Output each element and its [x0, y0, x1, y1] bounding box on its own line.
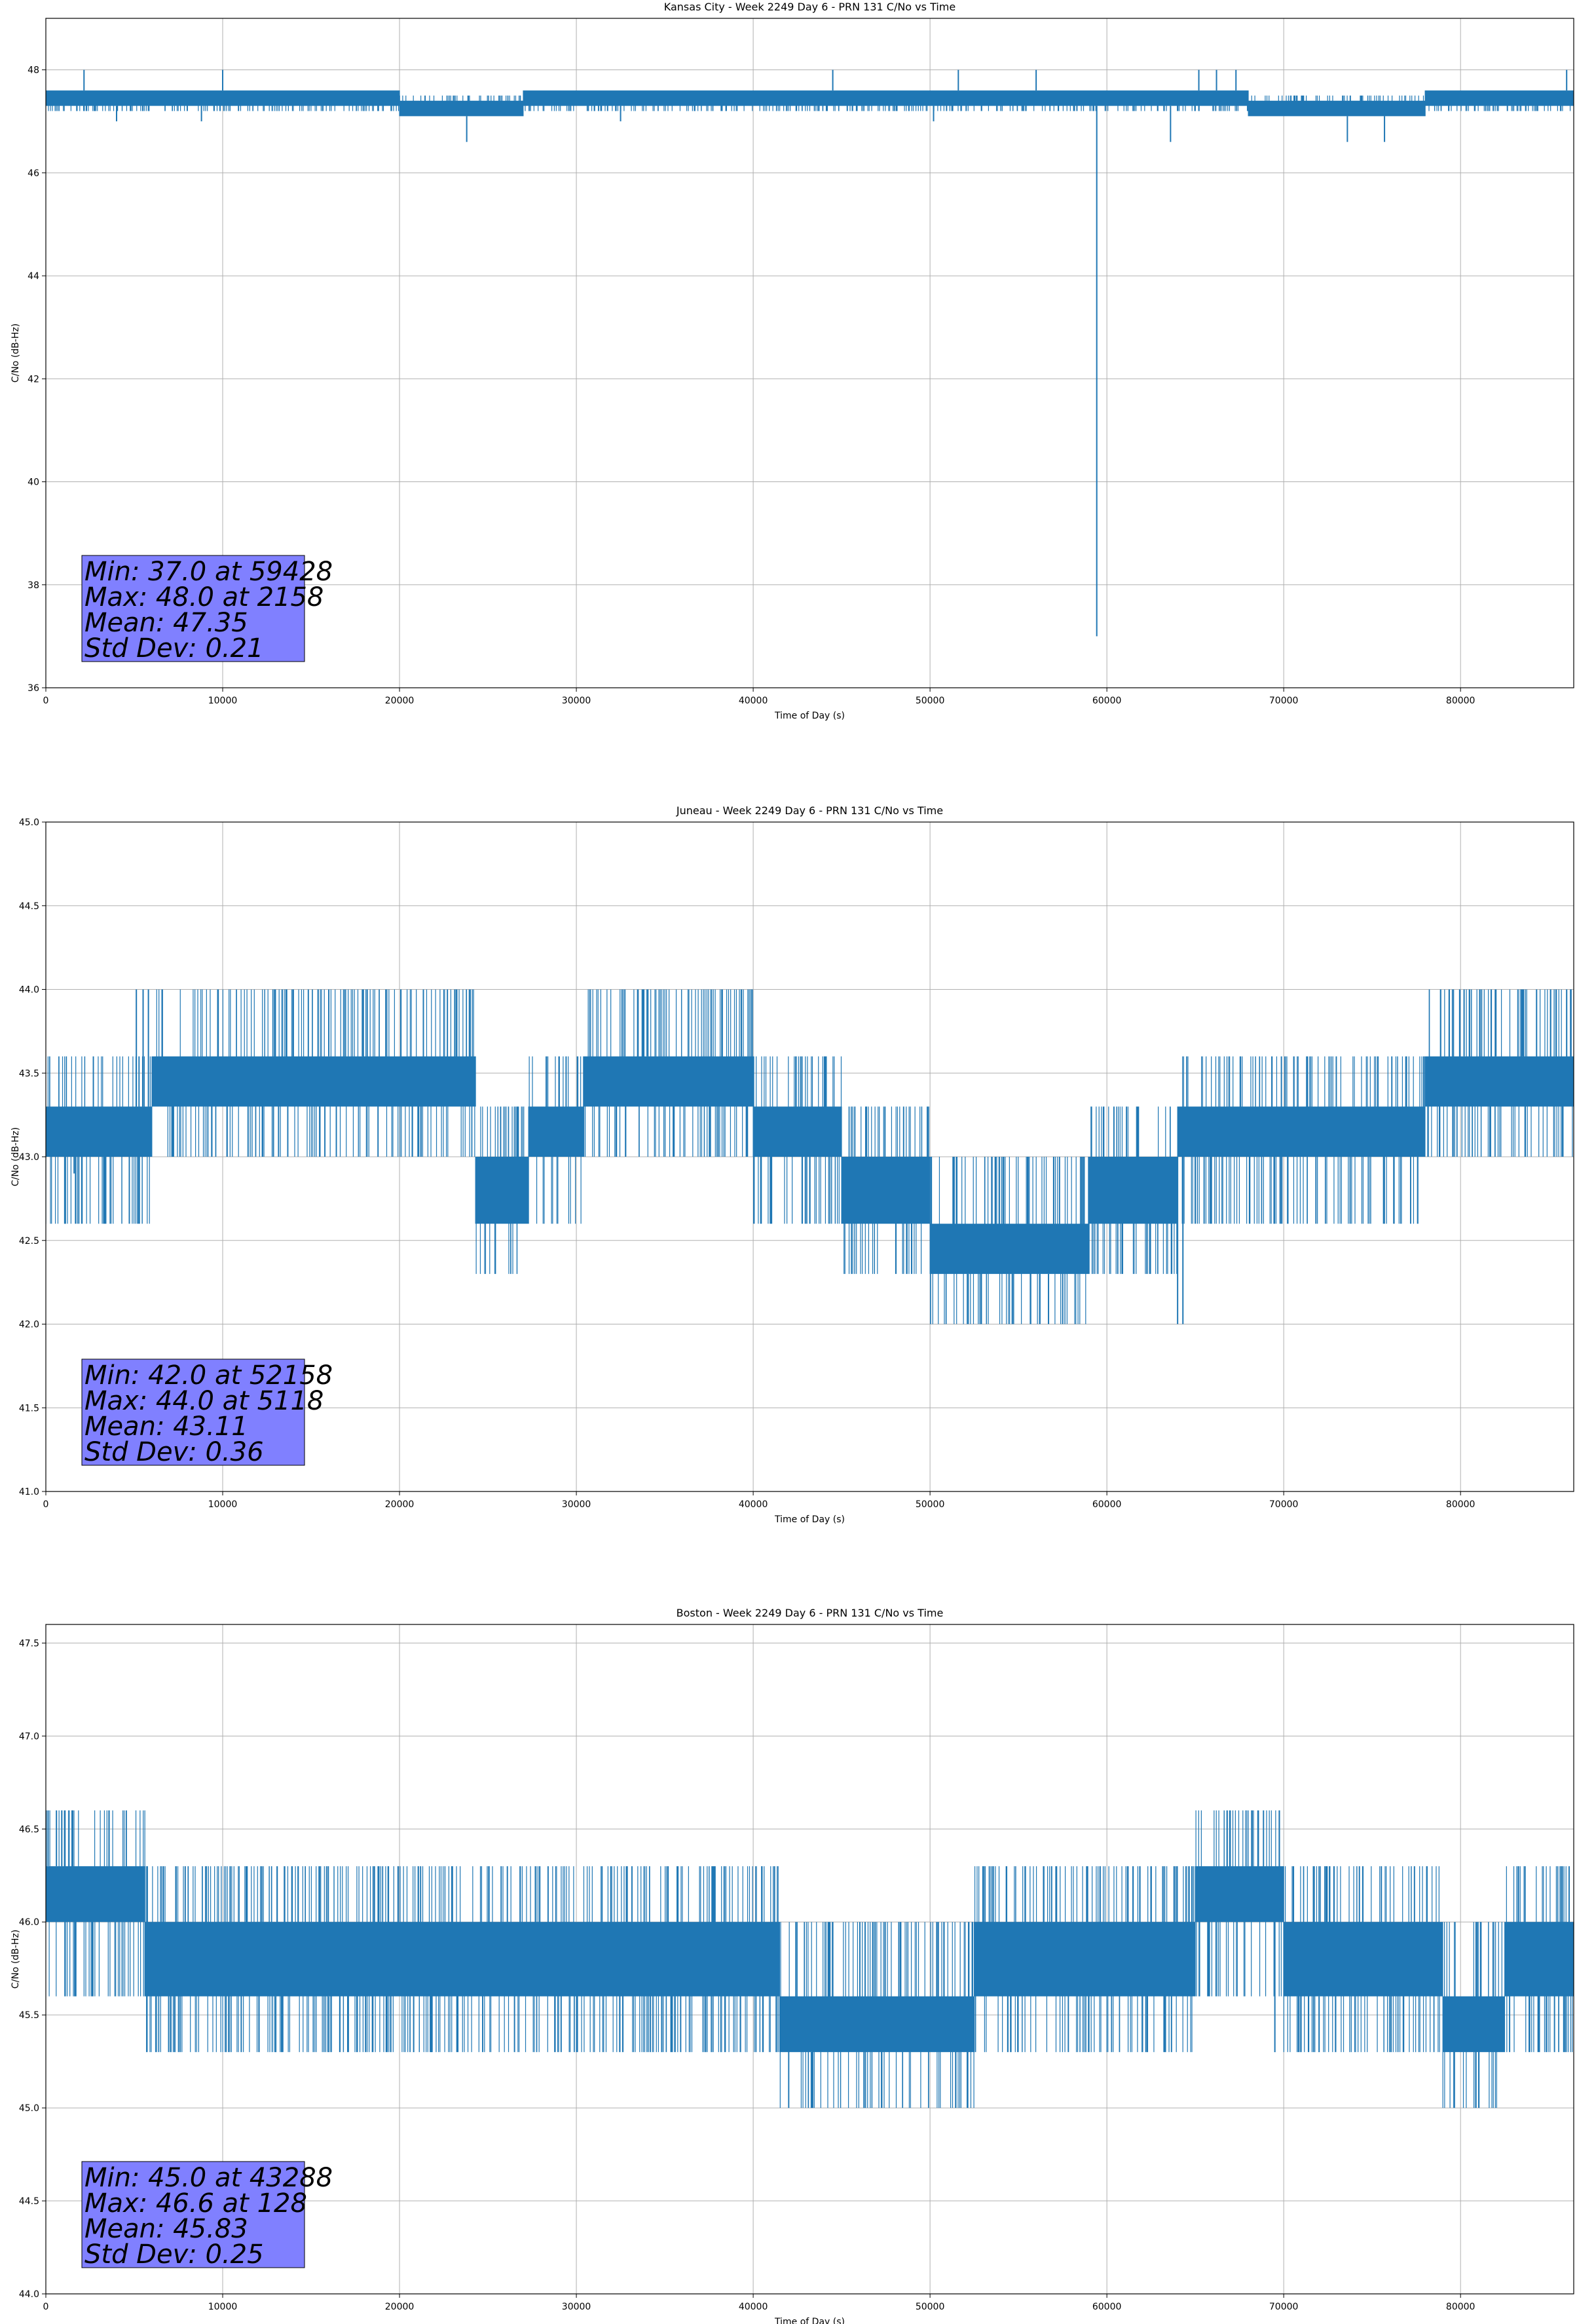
y-axis-label: C/No (dB-Hz): [10, 1930, 21, 1989]
stats-line: Min: 37.0 at 59428: [84, 557, 333, 587]
series-line: [46, 989, 1574, 1324]
x-tick-label: 40000: [739, 696, 768, 706]
y-tick-label: 47.5: [19, 1638, 39, 1649]
x-tick-label: 50000: [916, 2302, 945, 2312]
stats-line: Min: 45.0 at 43288: [84, 2163, 333, 2193]
x-tick-label: 30000: [562, 2302, 591, 2312]
x-tick-label: 70000: [1269, 696, 1299, 706]
x-tick-label: 20000: [385, 696, 415, 706]
y-tick-label: 46.0: [19, 1917, 39, 1928]
series-band: [46, 989, 1574, 1324]
x-tick-label: 40000: [739, 2302, 768, 2312]
axes-frame: [45, 1624, 1574, 2295]
y-tick-label: 42.0: [19, 1320, 39, 1330]
x-tick-label: 50000: [916, 696, 945, 706]
y-tick-label: 41.0: [19, 1487, 39, 1497]
x-tick-label: 50000: [916, 1499, 945, 1510]
y-axis-label: C/No (dB-Hz): [10, 1127, 21, 1186]
y-tick-label: 44.0: [19, 985, 39, 996]
stats-line: Max: 46.6 at 128: [84, 2188, 307, 2219]
x-tick-label: 30000: [562, 1499, 591, 1510]
y-tick-label: 40: [28, 478, 39, 488]
series-line: [46, 1810, 1574, 2108]
x-tick-label: 10000: [208, 696, 238, 706]
x-tick-label: 10000: [208, 2302, 238, 2312]
y-tick-label: 44.5: [19, 2196, 39, 2207]
stats-line: Max: 44.0 at 5118: [84, 1386, 324, 1416]
x-tick-label: 70000: [1269, 1499, 1299, 1510]
y-tick-label: 43.0: [19, 1152, 39, 1163]
x-tick-label: 0: [43, 696, 49, 706]
y-tick-label: 41.5: [19, 1403, 39, 1414]
y-tick-label: 43.5: [19, 1068, 39, 1079]
chart-title: Juneau - Week 2249 Day 6 - PRN 131 C/No …: [676, 804, 943, 817]
x-tick-label: 60000: [1092, 696, 1122, 706]
stats-box: [81, 1359, 305, 1466]
x-tick-label: 0: [43, 2302, 49, 2312]
series-band: [46, 90, 1574, 117]
y-tick-label: 36: [28, 683, 39, 694]
y-tick-label: 44: [28, 271, 39, 282]
chart-panel-0: Kansas City - Week 2249 Day 6 - PRN 131 …: [10, 1, 1574, 721]
stats-line: Mean: 43.11: [84, 1412, 248, 1442]
chart-title: Boston - Week 2249 Day 6 - PRN 131 C/No …: [677, 1607, 944, 1619]
x-tick-label: 40000: [739, 1499, 768, 1510]
y-tick-label: 44.0: [19, 2289, 39, 2300]
x-tick-label: 20000: [385, 1499, 415, 1510]
y-tick-label: 45.0: [19, 817, 39, 828]
x-tick-label: 80000: [1446, 1499, 1475, 1510]
x-tick-label: 20000: [385, 2302, 415, 2312]
x-axis-label: Time of Day (s): [774, 711, 845, 721]
y-axis-label: C/No (dB-Hz): [10, 324, 21, 383]
x-tick-label: 60000: [1092, 2302, 1122, 2312]
stats-line: Mean: 47.35: [84, 608, 248, 638]
x-tick-label: 80000: [1446, 2302, 1475, 2312]
stats-line: Min: 42.0 at 52158: [84, 1360, 333, 1391]
stats-line: Mean: 45.83: [84, 2214, 248, 2244]
x-tick-label: 0: [43, 1499, 49, 1510]
y-tick-label: 45.0: [19, 2103, 39, 2114]
x-tick-label: 60000: [1092, 1499, 1122, 1510]
chart-title: Kansas City - Week 2249 Day 6 - PRN 131 …: [664, 1, 955, 13]
series-band: [46, 1810, 1574, 2108]
stats-box: [81, 555, 305, 662]
x-tick-label: 80000: [1446, 696, 1475, 706]
stats-line: Max: 48.0 at 2158: [84, 582, 324, 612]
chart-panel-1: Juneau - Week 2249 Day 6 - PRN 131 C/No …: [10, 804, 1574, 1525]
axes-frame: [45, 18, 1574, 688]
y-tick-label: 38: [28, 580, 39, 591]
x-tick-label: 70000: [1269, 2302, 1299, 2312]
stats-line: Std Dev: 0.36: [84, 1437, 264, 1467]
x-tick-label: 10000: [208, 1499, 238, 1510]
y-tick-label: 42.5: [19, 1236, 39, 1246]
stats-line: Std Dev: 0.21: [84, 633, 264, 664]
x-tick-label: 30000: [562, 696, 591, 706]
y-tick-label: 45.5: [19, 2010, 39, 2021]
y-tick-label: 48: [28, 66, 39, 76]
stats-line: Std Dev: 0.25: [84, 2240, 264, 2270]
stats-box: [81, 2161, 305, 2268]
x-axis-label: Time of Day (s): [774, 1514, 845, 1525]
y-tick-label: 44.5: [19, 901, 39, 912]
y-tick-label: 46.5: [19, 1824, 39, 1835]
series-line: [46, 69, 1574, 637]
chart-panel-2: Boston - Week 2249 Day 6 - PRN 131 C/No …: [10, 1607, 1574, 2324]
y-tick-label: 47.0: [19, 1731, 39, 1742]
y-tick-label: 46: [28, 168, 39, 179]
x-axis-label: Time of Day (s): [774, 2317, 845, 2324]
y-tick-label: 42: [28, 374, 39, 384]
